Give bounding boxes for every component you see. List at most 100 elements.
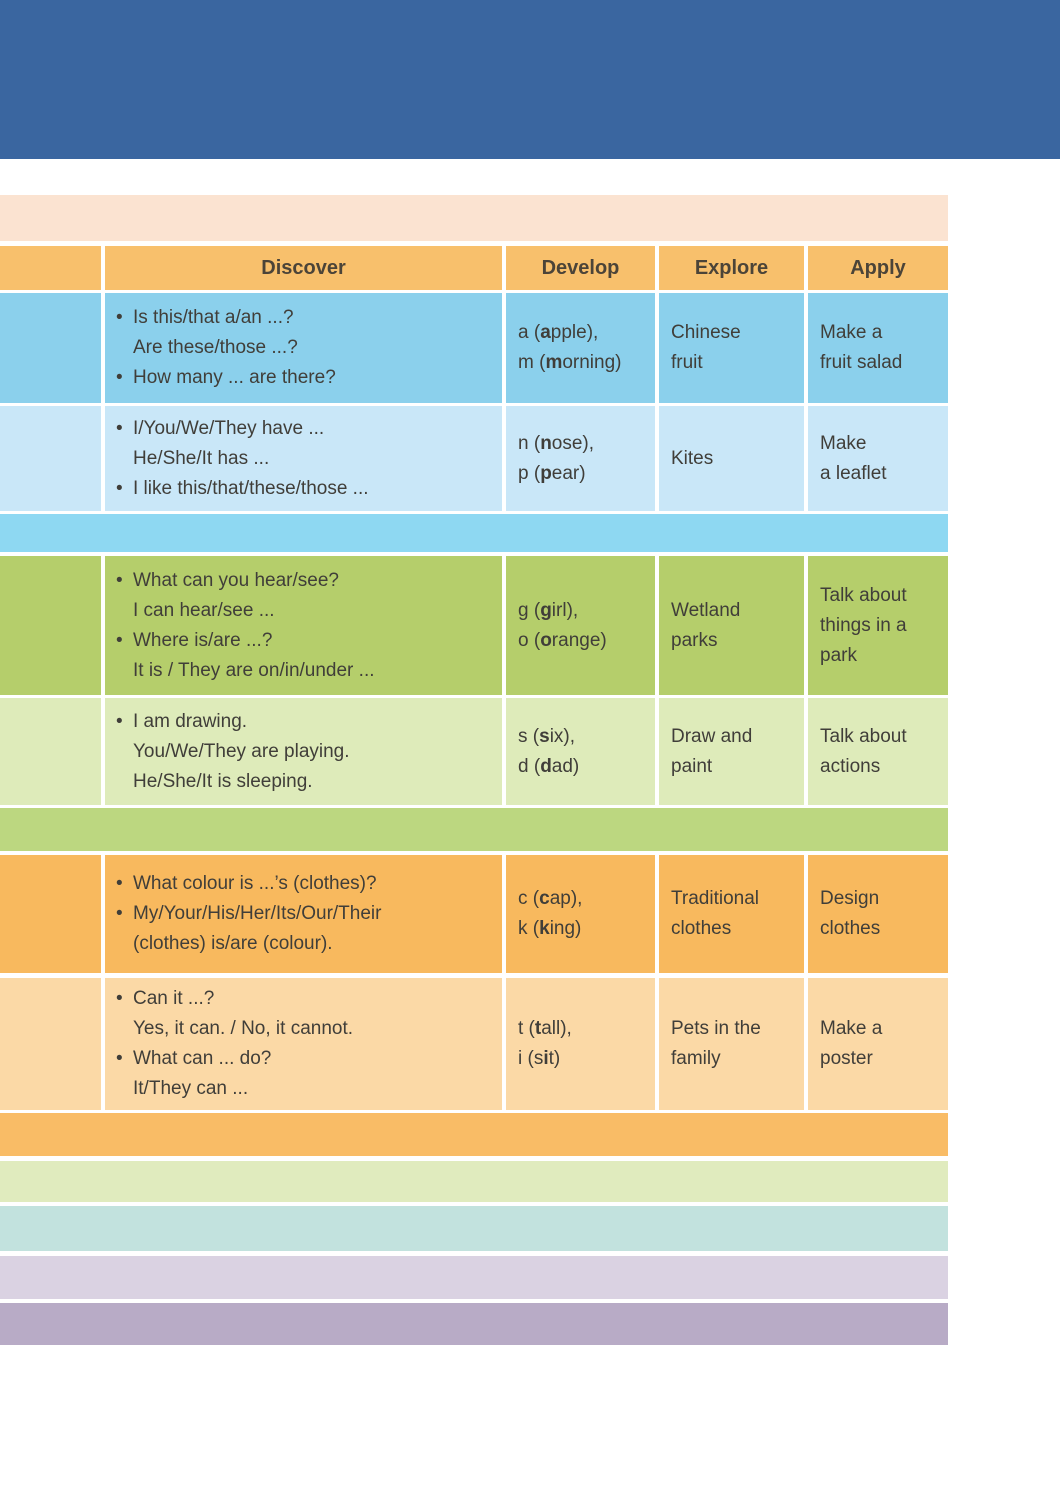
- phonics-line: t (tall),: [518, 1018, 572, 1039]
- bullet: •: [116, 629, 123, 651]
- apply-cell: Make a poster: [808, 978, 948, 1110]
- discover-cell: • Is this/that a/an ...? Are these/those .…: [105, 293, 502, 403]
- develop-cell: t (tall), i (sit): [506, 978, 655, 1110]
- apply-cell: Design clothes: [808, 855, 948, 973]
- apply-cell: Talk about things in a park: [808, 556, 948, 695]
- phonics-bold-letter: g: [540, 599, 552, 621]
- scope-sequence-table: Discover Develop Explore Apply • Is this/…: [0, 195, 1060, 1345]
- phonics-bold-letter: k: [539, 918, 550, 939]
- phonics-line: a (apple),: [518, 322, 599, 343]
- apply-cell: Make a leaflet: [808, 406, 948, 511]
- explore-cell: Pets in the family: [659, 978, 804, 1110]
- line-text: (clothes) is/are (colour).: [133, 933, 333, 954]
- text-line: fruit salad: [820, 352, 903, 373]
- text-line: You/We/They are playing.: [116, 737, 496, 767]
- unit-section-green: • What can you hear/see? I can hear/see ..…: [0, 556, 1060, 805]
- text-line: clothes: [671, 918, 732, 939]
- separator-band-blue: [0, 514, 948, 552]
- bullet: •: [116, 417, 123, 439]
- text-line: paint: [671, 755, 713, 777]
- phonics-bold-letter: c: [539, 888, 550, 909]
- develop-cell: s (six), d (dad): [506, 698, 655, 805]
- line-text: What can you hear/see?: [133, 569, 339, 591]
- text-line: • I/You/We/They have ...: [116, 414, 496, 444]
- text-line: poster: [820, 1048, 873, 1069]
- line-text: What colour is ...’s (clothes)?: [133, 873, 377, 894]
- text-line: family: [671, 1048, 721, 1069]
- bullet: •: [116, 873, 123, 894]
- develop-cell: g (girl), o (orange): [506, 556, 655, 695]
- phonics-bold-letter: a: [540, 322, 551, 343]
- discover-cell: • Can it ...? Yes, it can. / No, it cannot…: [105, 978, 502, 1110]
- bottom-band-purple: [0, 1303, 948, 1345]
- header-spacer-cell: [0, 246, 101, 290]
- unit-label-cell: [0, 556, 101, 695]
- bullet: •: [116, 477, 123, 499]
- phonics-line: c (cap),: [518, 888, 583, 909]
- text-line: It/They can ...: [116, 1074, 496, 1104]
- text-line: things in a: [820, 614, 907, 636]
- explore-cell: Wetland parks: [659, 556, 804, 695]
- unit-section-blue: • Is this/that a/an ...? Are these/those .…: [0, 293, 1060, 511]
- text-line: fruit: [671, 352, 703, 373]
- unit-label-cell: [0, 406, 101, 511]
- line-text: What can ... do?: [133, 1048, 272, 1069]
- phonics-bold-letter: i: [543, 1048, 549, 1069]
- table-row: • Is this/that a/an ...? Are these/those .…: [0, 293, 948, 403]
- text-line: • Can it ...?: [116, 984, 496, 1014]
- bullet: •: [116, 1048, 123, 1069]
- unit-label-cell: [0, 293, 101, 403]
- text-line: park: [820, 644, 857, 666]
- text-line: Kites: [671, 447, 714, 469]
- text-line: parks: [671, 629, 718, 651]
- text-line: clothes: [820, 918, 881, 939]
- intro-band: [0, 195, 948, 241]
- text-line: Make a: [820, 322, 883, 343]
- text-line: Traditional: [671, 888, 760, 909]
- phonics-line: m (morning): [518, 352, 622, 373]
- text-line: Design: [820, 888, 880, 909]
- text-line: • I am drawing.: [116, 707, 496, 737]
- line-text: Yes, it can. / No, it cannot.: [133, 1018, 354, 1039]
- phonics-bold-letter: n: [540, 432, 552, 454]
- phonics-line: n (nose),: [518, 432, 595, 454]
- bullet: •: [116, 903, 123, 924]
- text-line: (clothes) is/are (colour).: [116, 929, 496, 959]
- bottom-band-teal: [0, 1206, 948, 1251]
- explore-cell: Chinese fruit: [659, 293, 804, 403]
- line-text: It/They can ...: [133, 1078, 249, 1099]
- unit-label-cell: [0, 978, 101, 1110]
- text-line: Talk about: [820, 584, 907, 606]
- phonics-bold-letter: p: [540, 462, 552, 484]
- text-line: Yes, it can. / No, it cannot.: [116, 1014, 496, 1044]
- table-row: • I/You/We/They have ... He/She/It has ...…: [0, 406, 948, 511]
- line-text: I like this/that/these/those ...: [133, 477, 369, 499]
- phonics-bold-letter: m: [545, 352, 563, 373]
- text-line: • How many ... are there?: [116, 363, 496, 393]
- line-text: My/Your/His/Her/Its/Our/Their: [133, 903, 382, 924]
- unit-label-cell: [0, 698, 101, 805]
- column-header-apply: Apply: [808, 246, 948, 290]
- text-line: It is / They are on/in/under ...: [116, 656, 496, 686]
- explore-cell: Traditional clothes: [659, 855, 804, 973]
- line-text: You/We/They are playing.: [133, 740, 350, 762]
- bullet: •: [116, 710, 123, 732]
- phonics-line: s (six),: [518, 725, 576, 747]
- apply-cell: Make a fruit salad: [808, 293, 948, 403]
- discover-cell: • What colour is ...’s (clothes)? • My/Your…: [105, 855, 502, 973]
- text-line: He/She/It has ...: [116, 444, 496, 474]
- text-line: Pets in the: [671, 1018, 761, 1039]
- table-row: • Can it ...? Yes, it can. / No, it cannot…: [0, 978, 948, 1110]
- text-line: Are these/those ...?: [116, 333, 496, 363]
- explore-cell: Draw and paint: [659, 698, 804, 805]
- text-line: Chinese: [671, 322, 741, 343]
- bottom-band-lavender: [0, 1256, 948, 1299]
- line-text: Where is/are ...?: [133, 629, 273, 651]
- text-line: • What can you hear/see?: [116, 566, 496, 596]
- line-text: I/You/We/They have ...: [133, 417, 325, 439]
- phonics-line: g (girl),: [518, 599, 579, 621]
- text-line: • Where is/are ...?: [116, 626, 496, 656]
- phonics-bold-letter: o: [540, 629, 552, 651]
- phonics-line: k (king): [518, 918, 582, 939]
